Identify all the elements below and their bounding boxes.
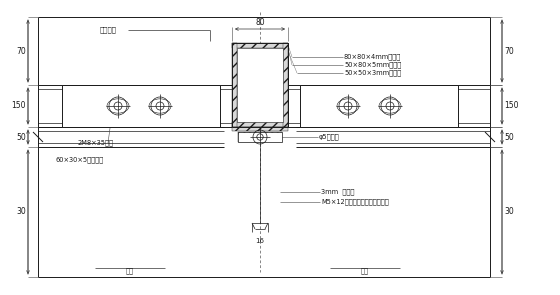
Text: 放大: 放大	[361, 268, 369, 274]
Text: 放大: 放大	[126, 268, 134, 274]
Bar	[62, 85, 220, 127]
Text: 50: 50	[16, 132, 26, 142]
Text: M5×12不锈锂螺钉（住光位置）: M5×12不锈锂螺钉（住光位置）	[321, 199, 389, 205]
Text: 80: 80	[255, 18, 265, 27]
Text: 50×80×5mm铝型材: 50×80×5mm铝型材	[344, 62, 402, 68]
Text: 50: 50	[504, 132, 514, 142]
Bar	[232, 43, 237, 127]
Text: 60×30×5矩形铝材: 60×30×5矩形铝材	[55, 157, 103, 163]
Text: 50×50×3mm铝型材: 50×50×3mm铝型材	[344, 70, 401, 76]
Text: 80×80×4mm铝型材: 80×80×4mm铝型材	[344, 54, 402, 60]
Text: 16: 16	[255, 238, 264, 244]
Bar	[283, 43, 288, 127]
Text: 150: 150	[12, 101, 26, 111]
Bar	[238, 132, 282, 142]
Bar	[232, 122, 288, 127]
Bar	[238, 132, 282, 142]
Text: 2M8×35螺栌: 2M8×35螺栌	[78, 140, 114, 146]
Text: 30: 30	[16, 207, 26, 217]
Bar	[232, 127, 288, 131]
Text: 70: 70	[504, 47, 514, 55]
Text: φ5钓钉键: φ5钓钉键	[319, 134, 339, 140]
Text: 3mm  硫氣板: 3mm 硫氣板	[321, 189, 354, 195]
Text: 结构柱底: 结构柱底	[100, 27, 117, 33]
Bar	[300, 85, 458, 127]
Text: 70: 70	[16, 47, 26, 55]
Bar	[232, 43, 288, 48]
Text: 150: 150	[504, 101, 519, 111]
Text: 30: 30	[504, 207, 514, 217]
Bar	[237, 48, 283, 122]
Bar	[232, 43, 288, 127]
Bar	[232, 43, 288, 127]
